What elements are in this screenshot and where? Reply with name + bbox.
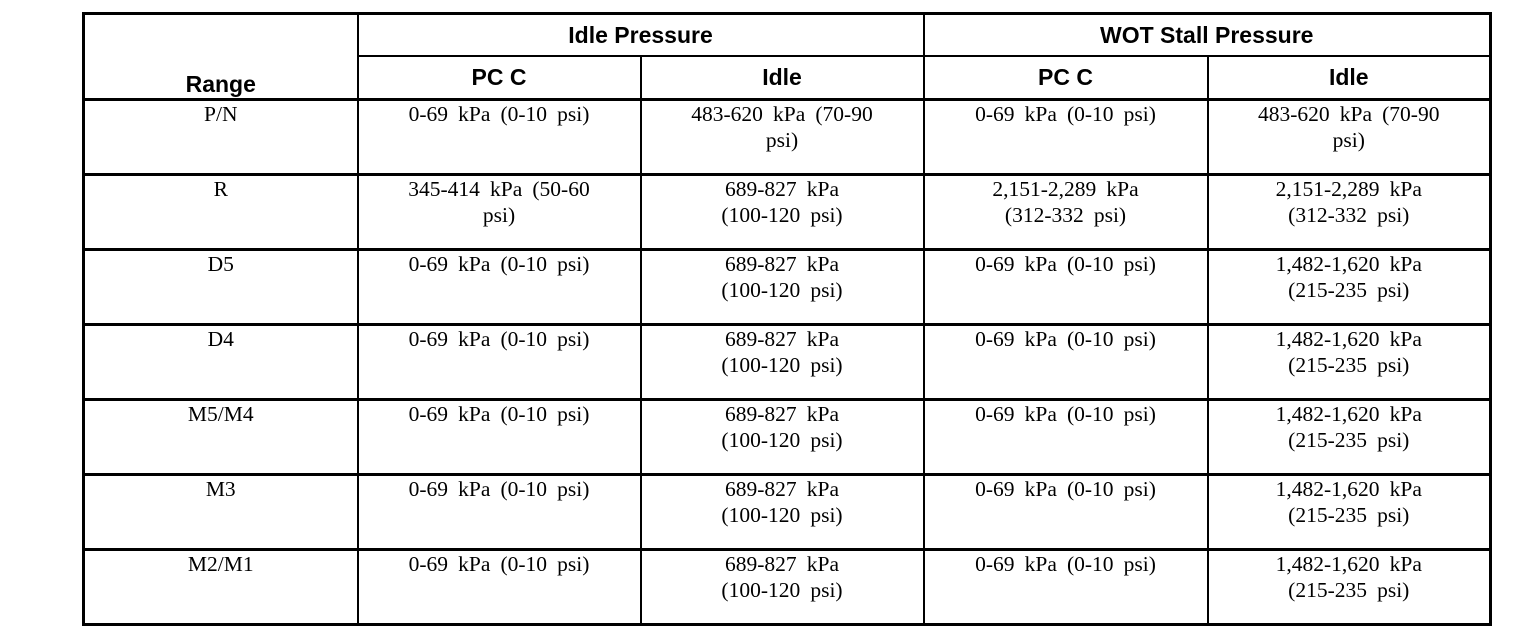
cell-value: 1,482-1,620 kPa (215-235 psi) <box>1206 323 1492 401</box>
range-label: D4 <box>82 323 359 401</box>
cell-value: 0-69 kPa (0-10 psi) <box>356 548 642 626</box>
header-row-groups: Range Idle Pressure WOT Stall Pressure <box>82 12 1492 101</box>
cell-value: 1,482-1,620 kPa (215-235 psi) <box>1206 473 1492 551</box>
cell-value: 483-620 kPa (70-90 psi) <box>639 98 925 176</box>
range-label: M5/M4 <box>82 398 359 476</box>
cell-value: 0-69 kPa (0-10 psi) <box>356 248 642 326</box>
cell-value: 0-69 kPa (0-10 psi) <box>356 323 642 401</box>
column-header-range: Range <box>82 12 359 101</box>
column-header-idle-idle: Idle <box>639 55 925 101</box>
table-row-m2m1: M2/M1 0-69 kPa (0-10 psi) 689-827 kPa (1… <box>82 548 1492 626</box>
column-header-idle-pcc: PC C <box>356 55 642 101</box>
cell-value: 0-69 kPa (0-10 psi) <box>922 398 1209 476</box>
cell-value: 689-827 kPa (100-120 psi) <box>639 173 925 251</box>
cell-value: 1,482-1,620 kPa (215-235 psi) <box>1206 398 1492 476</box>
table-row-r: R 345-414 kPa (50-60 psi) 689-827 kPa (1… <box>82 173 1492 251</box>
table-row-d4: D4 0-69 kPa (0-10 psi) 689-827 kPa (100-… <box>82 323 1492 401</box>
cell-value: 689-827 kPa (100-120 psi) <box>639 323 925 401</box>
cell-value: 689-827 kPa (100-120 psi) <box>639 398 925 476</box>
cell-value: 689-827 kPa (100-120 psi) <box>639 248 925 326</box>
table-row-m3: M3 0-69 kPa (0-10 psi) 689-827 kPa (100-… <box>82 473 1492 551</box>
cell-value: 1,482-1,620 kPa (215-235 psi) <box>1206 248 1492 326</box>
cell-value: 0-69 kPa (0-10 psi) <box>922 548 1209 626</box>
range-label: D5 <box>82 248 359 326</box>
cell-value: 0-69 kPa (0-10 psi) <box>356 473 642 551</box>
cell-value: 0-69 kPa (0-10 psi) <box>922 248 1209 326</box>
cell-value: 1,482-1,620 kPa (215-235 psi) <box>1206 548 1492 626</box>
cell-value: 2,151-2,289 kPa (312-332 psi) <box>922 173 1209 251</box>
cell-value: 0-69 kPa (0-10 psi) <box>922 98 1209 176</box>
range-label: R <box>82 173 359 251</box>
cell-value: 0-69 kPa (0-10 psi) <box>356 398 642 476</box>
cell-value: 689-827 kPa (100-120 psi) <box>639 548 925 626</box>
cell-value: 483-620 kPa (70-90 psi) <box>1206 98 1492 176</box>
range-label: P/N <box>82 98 359 176</box>
cell-value: 0-69 kPa (0-10 psi) <box>922 473 1209 551</box>
range-label: M3 <box>82 473 359 551</box>
cell-value: 0-69 kPa (0-10 psi) <box>922 323 1209 401</box>
cell-value: 345-414 kPa (50-60 psi) <box>356 173 642 251</box>
table-row-pn: P/N 0-69 kPa (0-10 psi) 483-620 kPa (70-… <box>82 98 1492 176</box>
cell-value: 2,151-2,289 kPa (312-332 psi) <box>1206 173 1492 251</box>
range-label: M2/M1 <box>82 548 359 626</box>
cell-value: 689-827 kPa (100-120 psi) <box>639 473 925 551</box>
pressure-spec-table: Range Idle Pressure WOT Stall Pressure P… <box>82 12 1492 626</box>
column-group-wot-stall-pressure: WOT Stall Pressure <box>922 12 1492 57</box>
table-row-d5: D5 0-69 kPa (0-10 psi) 689-827 kPa (100-… <box>82 248 1492 326</box>
cell-value: 0-69 kPa (0-10 psi) <box>356 98 642 176</box>
column-group-idle-pressure: Idle Pressure <box>356 12 925 57</box>
column-header-wot-idle: Idle <box>1206 55 1492 101</box>
column-header-wot-pcc: PC C <box>922 55 1209 101</box>
table-row-m5m4: M5/M4 0-69 kPa (0-10 psi) 689-827 kPa (1… <box>82 398 1492 476</box>
header-row-subcolumns: PC C Idle PC C Idle <box>84 55 1492 101</box>
